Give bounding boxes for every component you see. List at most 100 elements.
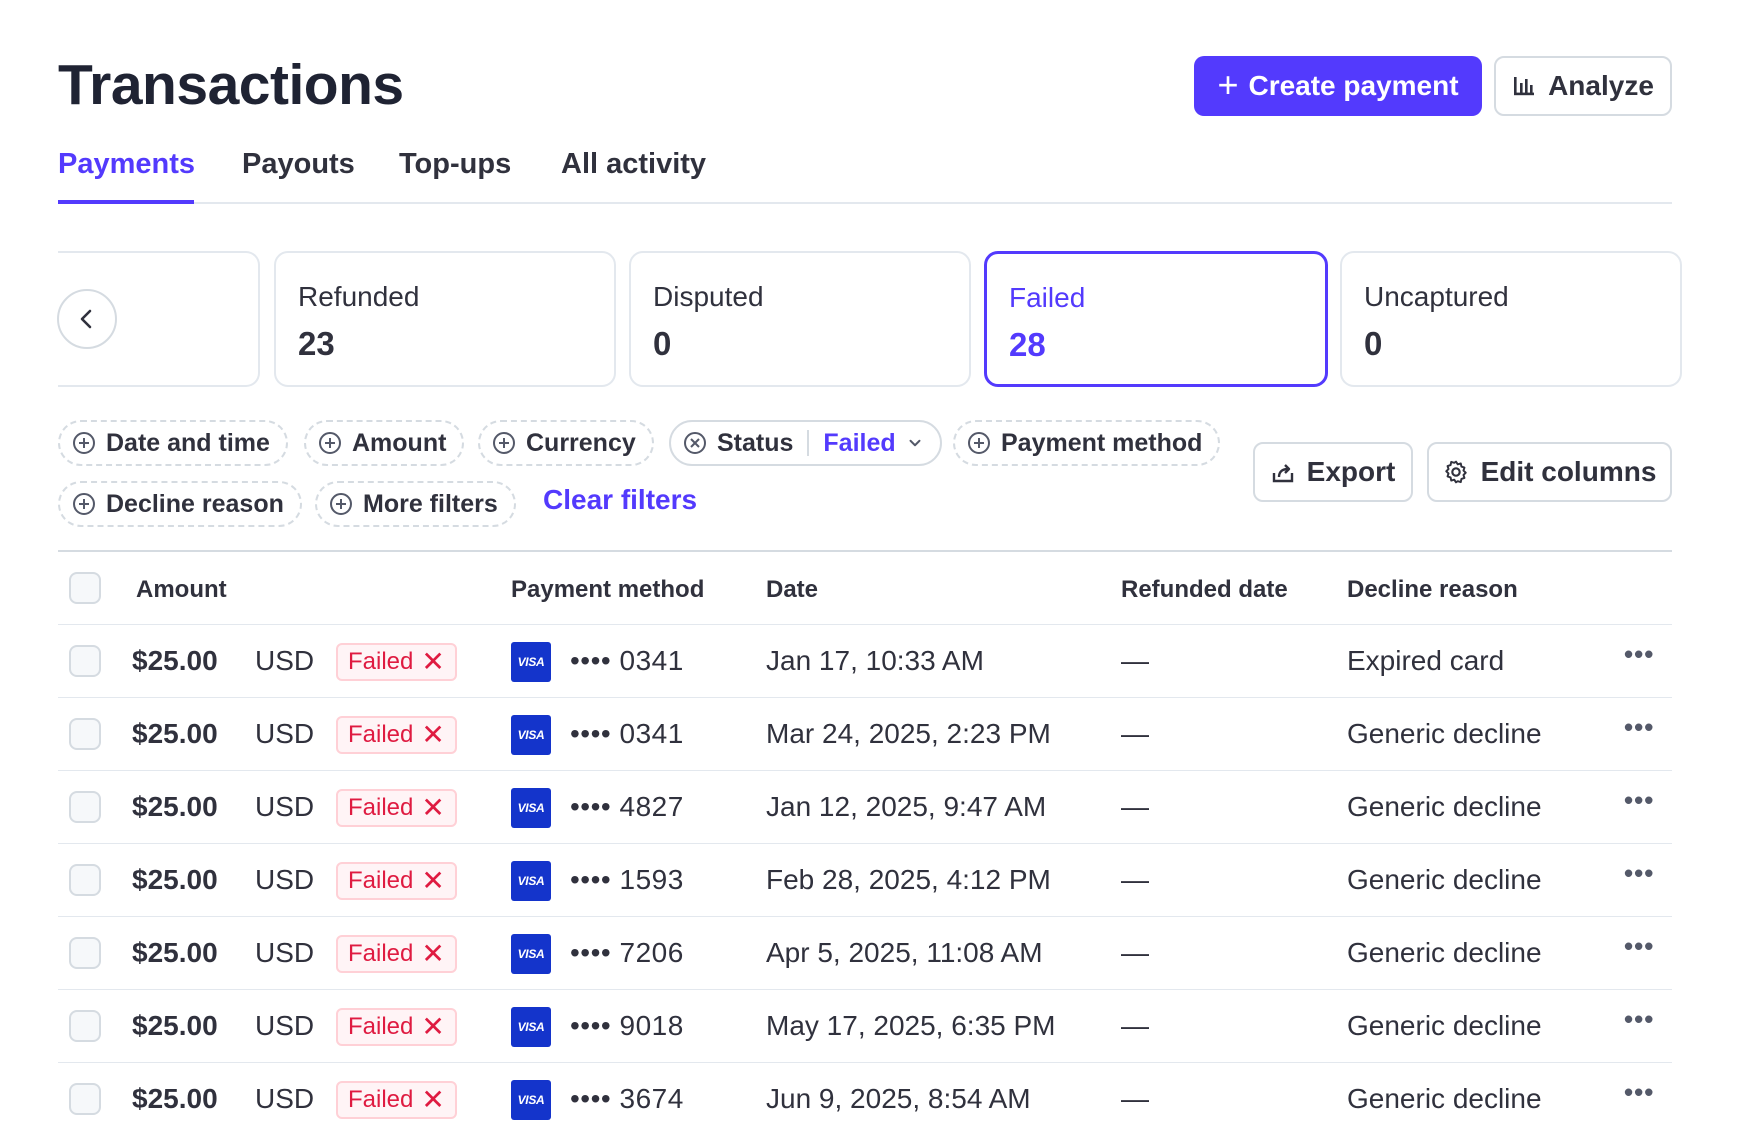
column-header-payment-method[interactable]: Payment method (511, 576, 705, 603)
row-amount: $25.00 (132, 645, 218, 676)
row-refunded-date: — (1121, 791, 1149, 822)
table-row[interactable]: $25.00 USD Failed ✕ VISA •••• 0341 Mar 2… (58, 698, 1672, 771)
export-button[interactable]: Export (1253, 442, 1413, 502)
filter-payment-method[interactable]: Payment method (953, 420, 1221, 466)
row-date: Jan 17, 10:33 AM (766, 645, 984, 676)
filter-decline-reason[interactable]: Decline reason (58, 481, 302, 527)
filter-label: Currency (526, 428, 636, 457)
visa-card-icon: VISA (511, 715, 551, 755)
row-decline-reason: Expired card (1347, 645, 1505, 676)
more-actions-icon[interactable]: ••• (1624, 712, 1655, 742)
table-row[interactable]: $25.00 USD Failed ✕ VISA •••• 7206 Apr 5… (58, 917, 1672, 990)
edit-columns-label: Edit columns (1480, 456, 1657, 487)
row-checkbox[interactable] (69, 645, 101, 677)
gear-icon (1444, 460, 1467, 484)
filter-currency[interactable]: Currency (478, 420, 654, 466)
row-date: Mar 24, 2025, 2:23 PM (766, 718, 1051, 749)
status-badge-label: Failed (348, 721, 414, 748)
column-header-refunded-date[interactable]: Refunded date (1121, 576, 1288, 603)
row-currency: USD (255, 937, 315, 968)
table-row[interactable]: $25.00 USD Failed ✕ VISA •••• 4827 Jan 1… (58, 771, 1672, 844)
more-actions-icon[interactable]: ••• (1624, 785, 1655, 815)
row-card-last4: •••• 3674 (570, 1083, 684, 1114)
visa-card-icon: VISA (511, 642, 551, 682)
create-payment-label: Create payment (1248, 70, 1459, 101)
status-card-count: 0 (653, 325, 672, 362)
row-card-last4: •••• 0341 (570, 718, 684, 749)
row-refunded-date: — (1121, 645, 1149, 676)
edit-columns-button[interactable]: Edit columns (1427, 442, 1672, 502)
column-header-date[interactable]: Date (766, 576, 819, 603)
row-currency: USD (255, 791, 315, 822)
visa-card-icon: VISA (511, 861, 551, 901)
analyze-label: Analyze (1548, 70, 1654, 101)
filter-label: Status (717, 428, 794, 457)
filter-label: Date and time (106, 428, 270, 457)
row-decline-reason: Generic decline (1347, 937, 1542, 968)
row-checkbox[interactable] (69, 791, 101, 823)
row-checkbox[interactable] (69, 937, 101, 969)
more-actions-icon[interactable]: ••• (1624, 858, 1655, 888)
status-card-failed[interactable]: Failed 28 (984, 251, 1328, 387)
tab-payments[interactable]: Payments (58, 148, 195, 204)
status-badge: Failed ✕ (336, 935, 457, 973)
row-decline-reason: Generic decline (1347, 791, 1542, 822)
visa-card-icon: VISA (511, 1007, 551, 1047)
status-badge: Failed ✕ (336, 862, 457, 900)
status-card-uncaptured[interactable]: Uncaptured 0 (1340, 251, 1682, 387)
filter-more-filters[interactable]: More filters (315, 481, 516, 527)
visa-card-icon: VISA (511, 1080, 551, 1120)
status-badge-label: Failed (348, 940, 414, 967)
create-payment-button[interactable]: + Create payment (1194, 56, 1482, 116)
select-all-checkbox[interactable] (69, 572, 101, 604)
filter-status-value: Failed (823, 428, 896, 457)
table-row[interactable]: $25.00 USD Failed ✕ VISA •••• 0341 Jan 1… (58, 625, 1672, 698)
status-card-disputed[interactable]: Disputed 0 (629, 251, 971, 387)
more-actions-icon[interactable]: ••• (1624, 1077, 1655, 1107)
clear-filters-link[interactable]: Clear filters (543, 484, 698, 515)
x-icon: ✕ (421, 1011, 445, 1042)
row-decline-reason: Generic decline (1347, 1010, 1542, 1041)
row-checkbox[interactable] (69, 718, 101, 750)
status-card-refunded[interactable]: Refunded 23 (274, 251, 616, 387)
scroll-left-button[interactable] (57, 289, 117, 349)
status-card-label: Refunded (298, 281, 420, 312)
row-amount: $25.00 (132, 1010, 218, 1041)
row-checkbox[interactable] (69, 1010, 101, 1042)
status-badge-label: Failed (348, 794, 414, 821)
table-row[interactable]: $25.00 USD Failed ✕ VISA •••• 1593 Feb 2… (58, 844, 1672, 917)
tab-payouts[interactable]: Payouts (242, 148, 355, 180)
analyze-button[interactable]: Analyze (1494, 56, 1672, 116)
row-date: Jun 9, 2025, 8:54 AM (766, 1083, 1031, 1114)
status-card-count: 0 (1364, 325, 1383, 362)
status-card-label: Failed (1009, 282, 1086, 313)
export-label: Export (1306, 456, 1396, 487)
more-actions-icon[interactable]: ••• (1624, 1004, 1655, 1034)
row-amount: $25.00 (132, 1083, 218, 1114)
more-actions-icon[interactable]: ••• (1624, 931, 1655, 961)
row-currency: USD (255, 864, 315, 895)
row-checkbox[interactable] (69, 1083, 101, 1115)
row-decline-reason: Generic decline (1347, 1083, 1542, 1114)
row-refunded-date: — (1121, 1010, 1149, 1041)
filter-amount[interactable]: Amount (304, 420, 465, 466)
row-checkbox[interactable] (69, 864, 101, 896)
filter-date-and-time[interactable]: Date and time (58, 420, 288, 466)
page-title: Transactions (58, 53, 404, 117)
table-row[interactable]: $25.00 USD Failed ✕ VISA •••• 3674 Jun 9… (58, 1063, 1672, 1134)
filter-label: More filters (363, 489, 498, 518)
row-amount: $25.00 (132, 937, 218, 968)
x-icon: ✕ (421, 1084, 445, 1115)
table-row[interactable]: $25.00 USD Failed ✕ VISA •••• 9018 May 1… (58, 990, 1672, 1063)
tab-top-ups[interactable]: Top-ups (399, 148, 512, 180)
plus-circle-icon (968, 432, 990, 454)
row-currency: USD (255, 1010, 315, 1041)
x-circle-icon[interactable] (683, 431, 707, 455)
status-badge: Failed ✕ (336, 1081, 457, 1119)
column-header-amount[interactable]: Amount (136, 576, 227, 603)
filter-status[interactable]: Status Failed (669, 420, 942, 466)
status-card-count: 23 (298, 325, 335, 362)
column-header-decline-reason[interactable]: Decline reason (1347, 576, 1518, 603)
tab-all-activity[interactable]: All activity (561, 148, 707, 180)
more-actions-icon[interactable]: ••• (1624, 639, 1655, 669)
